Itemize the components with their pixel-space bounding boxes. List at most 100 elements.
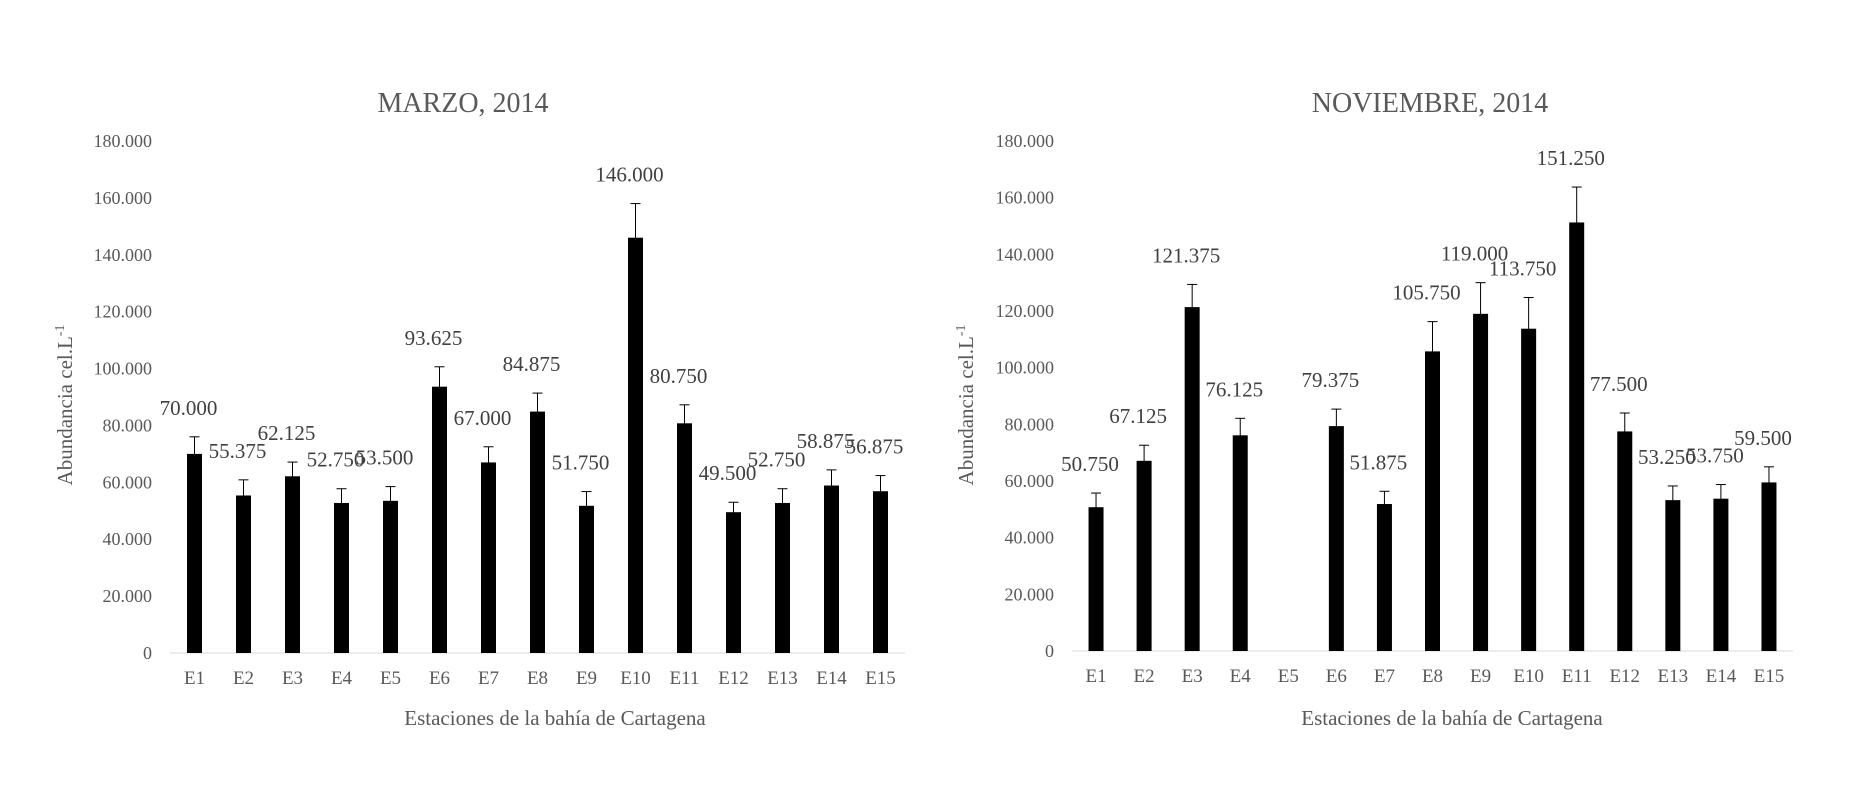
- bar-e1: [1088, 507, 1104, 651]
- y-tick-label: 180.000: [996, 131, 1055, 151]
- error-bar-e9: [581, 491, 592, 521]
- y-axis-label-text: Abundancia cel.L: [53, 336, 77, 485]
- chart-marzo: MARZO, 2014 Estaciones de la bahía de Ca…: [53, 88, 905, 730]
- data-label-e12: 77.500: [1590, 372, 1648, 396]
- x-tick-label: E4: [1230, 666, 1252, 687]
- bar-e11: [1569, 222, 1585, 652]
- data-label-e7: 67.000: [454, 406, 512, 430]
- x-tick-label: E13: [767, 668, 798, 689]
- x-tick-label: E7: [478, 668, 499, 689]
- x-tick-label: E5: [380, 668, 401, 689]
- x-tick-label: E4: [331, 668, 353, 689]
- bar-e13: [1665, 500, 1681, 651]
- data-label-e5: 53.500: [356, 446, 414, 470]
- data-label-e11: 151.250: [1537, 146, 1605, 170]
- x-tick-label: E6: [1326, 666, 1347, 687]
- y-tick-label: 140.000: [996, 244, 1055, 264]
- bar-e3: [285, 476, 300, 653]
- data-label-e3: 62.125: [258, 421, 316, 445]
- bar-e9: [1473, 313, 1489, 651]
- bar-e15: [1761, 482, 1777, 651]
- chart-title: NOVIEMBRE, 2014: [1312, 88, 1548, 119]
- x-tick-label: E14: [816, 668, 847, 689]
- chart-noviembre: NOVIEMBRE, 2014 Estaciones de la bahía d…: [954, 88, 1793, 730]
- error-bar-e2: [1139, 444, 1150, 477]
- data-label-e2: 67.125: [1109, 404, 1167, 428]
- data-label-e1: 50.750: [1061, 452, 1119, 476]
- error-bar-e10: [1523, 297, 1534, 361]
- x-tick-label: E12: [1609, 666, 1640, 687]
- y-tick-label: 180.000: [94, 131, 153, 151]
- error-bar-e4: [336, 488, 347, 518]
- y-tick-label: 0: [143, 643, 152, 663]
- x-tick-label: E1: [184, 668, 205, 689]
- bar-e10: [1521, 328, 1537, 651]
- x-tick-label: E3: [1182, 666, 1203, 687]
- y-axis-label-superscript: -1: [954, 325, 969, 337]
- error-bars: [1091, 186, 1774, 522]
- data-label-e14: 53.750: [1686, 444, 1744, 468]
- y-tick-label: 100.000: [94, 359, 153, 379]
- data-label-e3: 121.375: [1152, 243, 1220, 267]
- data-label-e13: 52.750: [748, 448, 806, 472]
- bar-e10: [628, 237, 643, 653]
- bar-e5: [383, 500, 398, 653]
- bar-e8: [530, 411, 545, 653]
- error-bars: [189, 203, 886, 523]
- data-label-e4: 52.750: [307, 448, 365, 472]
- bar-e4: [1232, 435, 1248, 651]
- data-label-e2: 55.375: [209, 439, 267, 463]
- bar-e7: [1376, 504, 1392, 651]
- data-label-e15: 59.500: [1734, 426, 1792, 450]
- y-axis-label-superscript: -1: [53, 325, 68, 337]
- error-bar-e14: [826, 469, 837, 502]
- y-tick-label: 100.000: [996, 358, 1055, 378]
- x-tick-label: E9: [1470, 666, 1491, 687]
- bars: [187, 237, 888, 653]
- x-axis-label: Estaciones de la bahía de Cartagena: [404, 706, 706, 730]
- chart-title: MARZO, 2014: [377, 88, 548, 119]
- bar-e14: [824, 485, 839, 653]
- bar-e3: [1184, 307, 1200, 651]
- bar-e6: [432, 386, 447, 653]
- x-axis-ticks: E1 E2 E3 E4 E5 E6 E7 E8 E9 E10 E11 E12 E13 E14 E15: [184, 668, 896, 689]
- data-label-e9: 51.750: [552, 451, 610, 475]
- x-tick-label: E6: [429, 668, 450, 689]
- x-axis-label: Estaciones de la bahía de Cartagena: [1301, 706, 1603, 730]
- error-bar-e10: [630, 203, 641, 273]
- error-bar-e6: [434, 366, 445, 408]
- y-tick-label: 120.000: [94, 302, 153, 322]
- error-bar-e14: [1715, 484, 1726, 514]
- bar-e11: [677, 423, 692, 653]
- bar-e2: [1136, 460, 1152, 651]
- error-bar-e7: [483, 446, 494, 479]
- x-tick-label: E12: [718, 668, 749, 689]
- y-axis-ticks: 0 20.000 40.000 60.000 80.000 100.000 120.000 1…: [996, 131, 1055, 661]
- error-bar-e15: [875, 475, 886, 508]
- data-label-e12: 49.500: [699, 461, 757, 485]
- error-bar-e15: [1763, 466, 1774, 499]
- data-label-e8: 84.875: [503, 352, 561, 376]
- bar-e12: [726, 512, 741, 653]
- y-tick-label: 40.000: [1005, 528, 1055, 548]
- bar-e7: [481, 462, 496, 653]
- y-axis-label-text: Abundancia cel.L: [954, 336, 978, 485]
- data-label-e14: 58.875: [797, 429, 855, 453]
- error-bar-e9: [1475, 282, 1486, 346]
- bar-e12: [1617, 431, 1633, 651]
- error-bar-e11: [1571, 186, 1582, 259]
- error-bar-e3: [1187, 283, 1198, 331]
- error-bar-e3: [287, 461, 298, 492]
- data-label-e7: 51.875: [1350, 450, 1408, 474]
- error-bar-e4: [1235, 417, 1246, 453]
- x-axis-ticks: E1 E2 E3 E4 E5 E6 E7 E8 E9 E10 E11 E12 E13 E14 E15: [1085, 666, 1784, 687]
- data-label-e15: 56.875: [846, 435, 904, 459]
- y-tick-label: 160.000: [996, 188, 1055, 208]
- x-tick-label: E2: [233, 668, 254, 689]
- y-axis-ticks: 0 20.000 40.000 60.000 80.000 100.000 120.000 1…: [94, 131, 153, 663]
- x-tick-label: E13: [1658, 666, 1689, 687]
- error-bar-e11: [679, 404, 690, 443]
- y-axis-label: Abundancia cel.L-1: [954, 325, 978, 486]
- x-tick-label: E2: [1134, 666, 1155, 687]
